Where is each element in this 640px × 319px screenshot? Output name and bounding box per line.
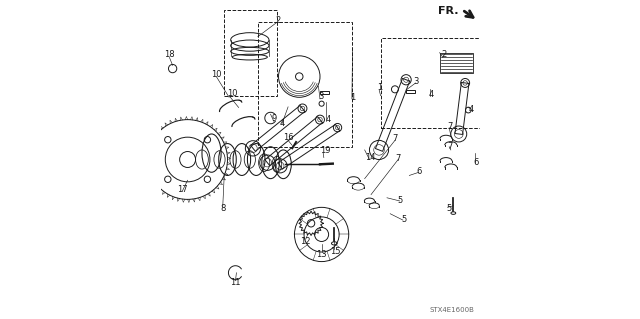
Text: 19: 19 xyxy=(321,146,331,155)
Text: 14: 14 xyxy=(365,153,375,162)
Text: 4: 4 xyxy=(325,115,331,124)
Text: 17: 17 xyxy=(177,185,188,194)
Text: 5: 5 xyxy=(447,204,452,213)
Text: 13: 13 xyxy=(316,250,327,259)
Text: 18: 18 xyxy=(164,50,175,59)
Bar xyxy=(320,91,329,94)
Text: STX4E1600B: STX4E1600B xyxy=(430,307,475,313)
Text: 12: 12 xyxy=(300,237,311,246)
Text: 3: 3 xyxy=(318,92,324,101)
Text: 1: 1 xyxy=(350,93,355,102)
Text: 3: 3 xyxy=(413,77,419,86)
Text: 2: 2 xyxy=(441,50,446,59)
Text: 7: 7 xyxy=(447,122,453,130)
Text: 1: 1 xyxy=(378,83,383,92)
Text: 7: 7 xyxy=(396,154,401,163)
Bar xyxy=(224,10,277,96)
Text: 8: 8 xyxy=(220,204,225,213)
Text: FR.: FR. xyxy=(438,6,459,16)
Text: 10: 10 xyxy=(211,70,221,78)
Bar xyxy=(258,22,352,147)
Text: 16: 16 xyxy=(283,133,293,142)
Text: 9: 9 xyxy=(271,114,276,123)
Text: 4: 4 xyxy=(469,105,474,114)
Text: 4: 4 xyxy=(428,90,434,99)
Text: 15: 15 xyxy=(330,247,340,256)
Text: 7: 7 xyxy=(392,134,397,143)
Text: 11: 11 xyxy=(230,278,241,287)
Text: 4: 4 xyxy=(280,119,285,128)
Text: 5: 5 xyxy=(398,196,403,204)
Bar xyxy=(440,53,473,73)
Bar xyxy=(406,90,415,93)
Text: 10: 10 xyxy=(227,89,237,98)
Text: 5: 5 xyxy=(401,215,406,224)
Text: 7: 7 xyxy=(447,142,453,151)
Text: 6: 6 xyxy=(473,158,478,167)
Text: 2: 2 xyxy=(275,16,280,25)
Text: 6: 6 xyxy=(417,167,422,176)
Bar xyxy=(381,38,479,128)
